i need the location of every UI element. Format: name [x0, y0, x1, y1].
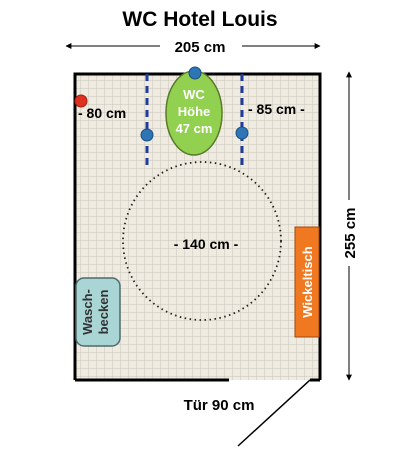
right-clearance-label: - 85 cm -: [248, 101, 305, 117]
left-support-dot-icon: [140, 128, 154, 142]
page-title: WC Hotel Louis: [122, 8, 277, 31]
width-label: 205 cm: [175, 39, 226, 56]
sink-label-1: Wasch-: [80, 289, 95, 335]
height-label: 255 cm: [342, 208, 359, 259]
alarm-dot-icon: [74, 94, 88, 108]
toilet-label-2: Höhe: [178, 104, 211, 119]
sink: [75, 277, 121, 347]
left-clearance-label: - 80 cm: [78, 105, 126, 121]
toilet-label-3: 47 cm: [176, 121, 213, 136]
turning-circle: [122, 161, 282, 321]
right-support-dot-icon: [235, 126, 249, 140]
door-leaf: [237, 379, 311, 447]
changing-table-label: Wickeltisch: [300, 246, 315, 317]
toilet-label-1: WC: [183, 87, 205, 102]
sink-label-2: becken: [96, 290, 111, 335]
circle-label: - 140 cm -: [174, 236, 239, 252]
door-label: Tür 90 cm: [184, 397, 255, 414]
changing-table: [294, 226, 320, 338]
flush-dot-icon: [188, 66, 202, 80]
